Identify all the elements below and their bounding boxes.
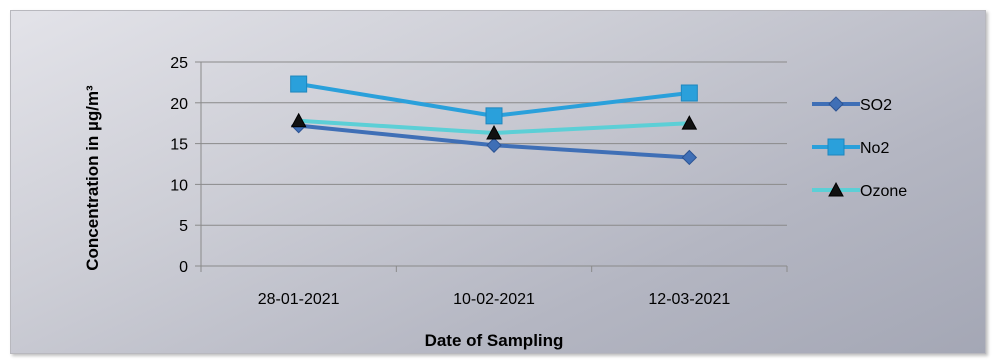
legend-label: SO2 xyxy=(860,97,892,114)
legend: SO2 No2 Ozone xyxy=(812,96,907,200)
data-point xyxy=(680,84,698,102)
y-axis-title: Concentration in µg/m³ xyxy=(83,85,102,271)
series-no2 xyxy=(290,75,698,125)
legend-label: Ozone xyxy=(860,183,907,200)
data-point xyxy=(290,112,307,128)
x-tick-label: 12-03-2021 xyxy=(648,291,730,308)
legend-item-ozone: Ozone xyxy=(812,181,907,200)
data-point xyxy=(290,75,308,93)
data-point xyxy=(681,115,698,130)
y-tick-label: 5 xyxy=(179,218,188,235)
y-tick-label: 25 xyxy=(170,55,188,72)
legend-marker xyxy=(828,181,844,197)
legend-item-no2: No2 xyxy=(812,138,889,157)
x-tick-label: 28-01-2021 xyxy=(258,291,340,308)
chart-area xyxy=(10,10,986,354)
y-tick-labels: 0 5 10 15 20 25 xyxy=(170,55,188,276)
x-tick-labels: 28-01-2021 10-02-2021 12-03-2021 xyxy=(258,291,731,308)
gridlines xyxy=(201,61,787,226)
axes xyxy=(195,61,788,272)
data-point xyxy=(486,124,502,140)
legend-marker xyxy=(828,96,844,112)
y-tick-label: 0 xyxy=(179,259,188,276)
legend-marker xyxy=(827,138,845,156)
legend-label: No2 xyxy=(860,140,889,157)
series-ozone xyxy=(290,112,698,140)
data-point xyxy=(485,107,503,125)
data-point xyxy=(681,149,698,166)
legend-item-so2: SO2 xyxy=(812,96,892,114)
y-tick-label: 20 xyxy=(170,96,188,113)
y-tick-label: 15 xyxy=(170,137,188,154)
data-point xyxy=(486,137,502,153)
x-tick-label: 10-02-2021 xyxy=(453,291,535,308)
x-axis-title: Date of Sampling xyxy=(425,331,564,350)
series-group xyxy=(290,75,698,166)
y-tick-label: 10 xyxy=(170,177,188,194)
